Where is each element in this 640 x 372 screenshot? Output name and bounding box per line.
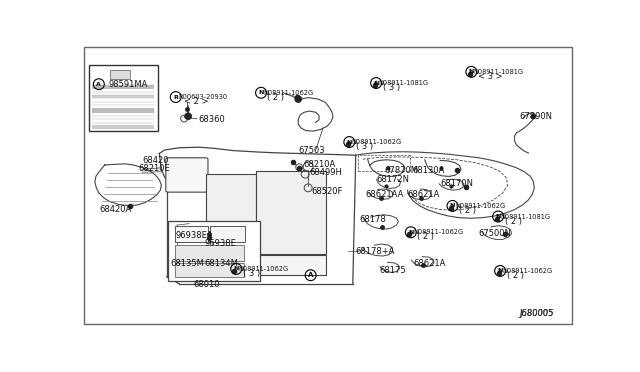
Text: N: N (234, 266, 239, 272)
Text: 96938EA: 96938EA (175, 231, 213, 240)
Text: A: A (308, 272, 314, 278)
Text: 68360: 68360 (198, 115, 225, 124)
Text: 68170N: 68170N (440, 179, 473, 188)
Text: 68172N: 68172N (376, 175, 410, 184)
Text: N: N (347, 140, 352, 145)
Text: J680005: J680005 (520, 310, 554, 318)
Text: N: N (408, 230, 413, 235)
Text: 67500N: 67500N (479, 229, 511, 238)
Bar (168, 221, 260, 281)
Text: 67890N: 67890N (519, 112, 552, 121)
Text: R00603-20930: R00603-20930 (178, 94, 227, 100)
Text: 68621AA: 68621AA (365, 190, 404, 199)
Text: 68420: 68420 (142, 156, 168, 165)
Text: 68130A: 68130A (412, 166, 445, 175)
Text: ( 2 ): ( 2 ) (507, 271, 524, 280)
Text: N: N (373, 80, 379, 86)
Text: R: R (173, 94, 178, 100)
Text: N: N (450, 203, 455, 208)
Bar (175, 226, 208, 242)
Bar (175, 263, 244, 277)
Text: 68010: 68010 (193, 280, 220, 289)
Bar (92, 108, 154, 113)
Bar (110, 70, 129, 79)
Text: N08911-1062G: N08911-1062G (352, 139, 402, 145)
Text: N: N (468, 69, 474, 74)
Text: 68210E: 68210E (138, 164, 170, 173)
Bar (92, 85, 154, 89)
Text: ( 3 ): ( 3 ) (356, 142, 373, 151)
Text: 68499H: 68499H (309, 168, 342, 177)
Text: N: N (497, 269, 503, 273)
Bar (256, 255, 326, 275)
Text: < 2 >: < 2 > (184, 97, 209, 106)
Bar (211, 226, 244, 242)
Text: 68175: 68175 (379, 266, 406, 275)
Bar (175, 226, 208, 242)
Text: 68134M: 68134M (204, 259, 238, 268)
Text: 96938E: 96938E (205, 239, 237, 248)
Text: N08911-1062G: N08911-1062G (239, 266, 289, 272)
Text: ( 3 ): ( 3 ) (383, 83, 400, 92)
Text: ( 2 ): ( 2 ) (417, 232, 435, 241)
Text: ( 2 ): ( 2 ) (504, 217, 522, 225)
Text: A: A (97, 82, 101, 87)
Text: < 3 >: < 3 > (478, 72, 502, 81)
Text: 67503: 67503 (298, 146, 325, 155)
Text: N08911-1062G: N08911-1062G (502, 268, 553, 274)
Text: 68520F: 68520F (312, 187, 343, 196)
Bar (89, 65, 158, 131)
Text: 68420A: 68420A (100, 205, 132, 214)
Text: N: N (259, 90, 264, 95)
Text: 98591MA: 98591MA (109, 80, 148, 89)
Text: 67870M: 67870M (385, 166, 419, 175)
Text: 68621A: 68621A (413, 259, 445, 268)
Text: ( 3 ): ( 3 ) (243, 269, 260, 278)
Ellipse shape (185, 113, 191, 120)
Bar (175, 245, 244, 261)
Text: N: N (495, 214, 501, 219)
Text: 68178: 68178 (359, 215, 386, 224)
Text: N08911-1062G: N08911-1062G (413, 229, 463, 235)
Text: 68178+A: 68178+A (356, 247, 395, 256)
Text: N08911-1081G: N08911-1081G (379, 80, 429, 86)
Text: 68210A: 68210A (303, 160, 335, 169)
Bar (92, 125, 154, 129)
Text: J680005: J680005 (520, 310, 554, 318)
Text: ( 2 ): ( 2 ) (459, 206, 476, 215)
Text: N08911-1081G: N08911-1081G (500, 214, 550, 219)
Text: ( 2 ): ( 2 ) (268, 93, 285, 102)
FancyBboxPatch shape (166, 158, 208, 192)
Text: 68135M: 68135M (170, 259, 204, 268)
Text: N08911-1062G: N08911-1062G (264, 90, 314, 96)
Text: N08911-1062G: N08911-1062G (455, 203, 505, 209)
Text: 68621A: 68621A (408, 190, 440, 199)
Bar (92, 95, 154, 97)
Bar (256, 171, 326, 254)
Text: N08911-1081G: N08911-1081G (474, 69, 524, 75)
Bar (210, 226, 244, 242)
Bar (207, 173, 256, 231)
Ellipse shape (295, 96, 301, 103)
